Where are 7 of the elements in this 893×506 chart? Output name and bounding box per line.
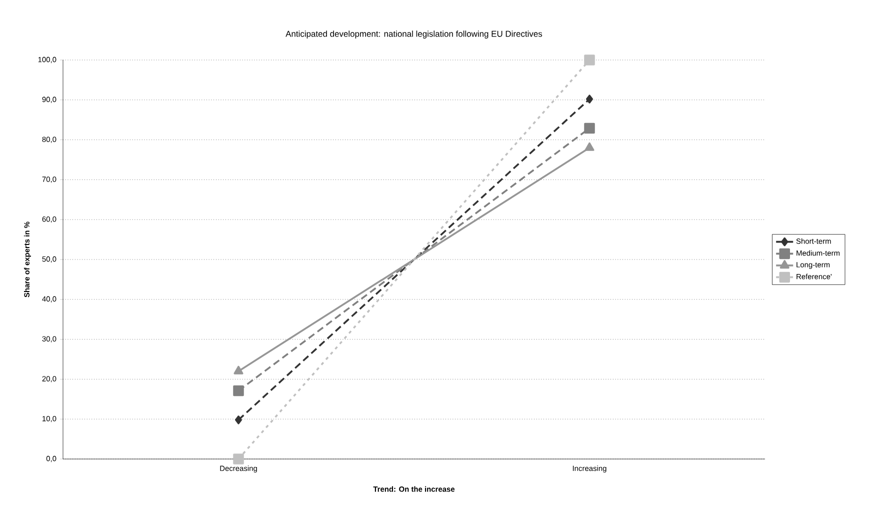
point: [233, 385, 244, 396]
point: [584, 122, 595, 134]
point: [584, 54, 595, 66]
point: [233, 454, 244, 464]
point: [234, 416, 242, 424]
chart-title: Anticipated development: national legislation following EU Directives: [286, 30, 542, 38]
point: [586, 94, 594, 104]
